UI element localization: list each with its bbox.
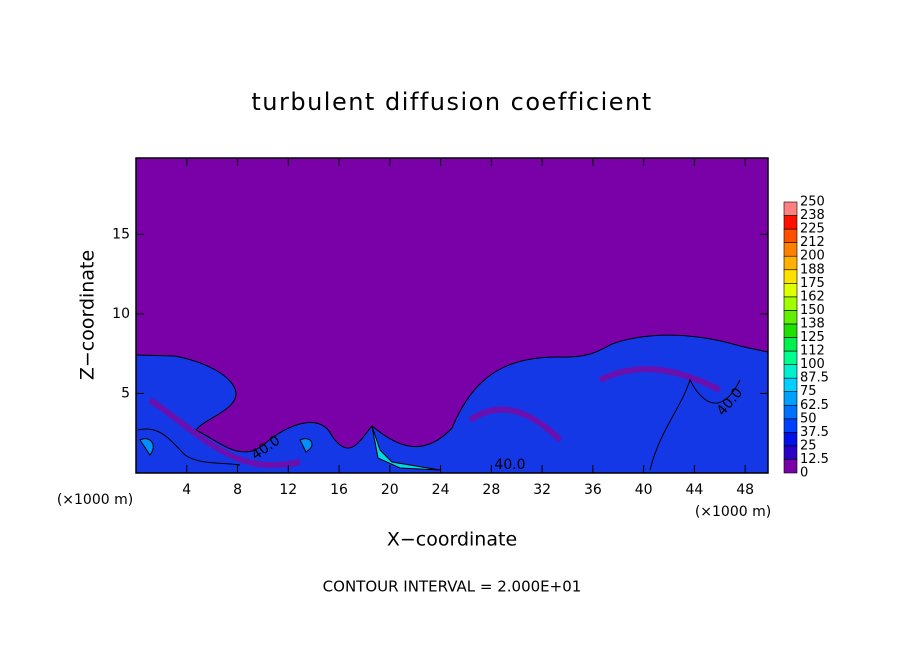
colorbar-label: 50 — [800, 411, 817, 426]
x-tick-label: 36 — [584, 482, 602, 498]
field — [135, 157, 769, 474]
colorbar-band — [783, 282, 798, 298]
x-tick-label: 32 — [533, 482, 551, 498]
colorbar-band — [783, 310, 798, 325]
colorbar-band — [783, 255, 798, 271]
colorbar-band — [783, 242, 798, 257]
y-unit-label: (×1000 m) — [57, 492, 133, 508]
colorbar-band — [783, 364, 798, 379]
colorbar-label: 138 — [800, 316, 825, 331]
colorbar-label: 250 — [800, 195, 825, 210]
colorbar-label: 62.5 — [800, 398, 829, 413]
colorbar-label: 87.5 — [800, 371, 829, 386]
x-unit-label: (×1000 m) — [695, 504, 771, 520]
y-axis-label: Z−coordinate — [77, 250, 99, 380]
colorbar-band — [783, 445, 798, 460]
colorbar-label: 238 — [800, 208, 825, 223]
y-tick-label: 10 — [112, 306, 130, 322]
colorbar-label: 37.5 — [800, 425, 829, 440]
field-streak — [148, 366, 722, 469]
colorbar-band — [783, 432, 798, 447]
contour-line — [137, 378, 741, 471]
colorbar-band — [783, 350, 798, 365]
x-tick-label: 24 — [432, 482, 450, 498]
colorbar-label: 200 — [800, 249, 825, 264]
colorbar-label: 225 — [800, 222, 825, 237]
colorbar-label: 162 — [800, 289, 825, 304]
x-tick-label: 4 — [182, 482, 191, 498]
colorbar-band — [783, 459, 798, 474]
footer: CONTOUR INTERVAL = 2.000E+01 — [323, 578, 582, 596]
x-tick-label: 12 — [279, 482, 297, 498]
colorbar-label: 0 — [800, 466, 808, 481]
colorbar-label: 150 — [800, 303, 825, 318]
colorbar-label: 25 — [800, 438, 817, 453]
colorbar-band — [783, 228, 798, 243]
colorbar-label: 100 — [800, 357, 825, 372]
colorbar-label: 12.5 — [800, 452, 829, 467]
plot-frame — [135, 157, 769, 474]
x-tick-label: 44 — [685, 482, 703, 498]
x-tick-label: 48 — [736, 482, 754, 498]
colorbar-band — [783, 269, 798, 284]
colorbar-label: 188 — [800, 262, 825, 277]
x-axis-label: X−coordinate — [387, 529, 517, 551]
colorbar-label: 75 — [800, 384, 817, 399]
x-tick-label: 8 — [233, 482, 242, 498]
colorbar-band — [783, 296, 798, 311]
colorbar-label: 112 — [800, 344, 825, 359]
x-tick-label: 40 — [635, 482, 653, 498]
colorbar-band — [783, 377, 798, 392]
y-tick-label: 15 — [112, 226, 130, 242]
colorbar-band — [783, 418, 798, 433]
x-tick-label: 20 — [381, 482, 399, 498]
field-patch — [139, 438, 313, 456]
y-tick-label: 5 — [121, 385, 130, 401]
chart-title: turbulent diffusion coefficient — [251, 88, 652, 116]
colorbar-band — [783, 323, 798, 338]
contour-label: 40.0 — [494, 457, 525, 473]
x-tick-label: 28 — [482, 482, 500, 498]
field-peak — [371, 425, 441, 471]
colorbar-label: 125 — [800, 330, 825, 345]
colorbar-band — [783, 201, 798, 216]
colorbar-label: 175 — [800, 276, 825, 291]
colorbar-band — [783, 337, 798, 352]
colorbar-band — [783, 404, 798, 420]
colorbar-band — [783, 215, 798, 230]
x-tick-label: 16 — [330, 482, 348, 498]
colorbar-label: 212 — [800, 235, 825, 250]
colorbar-band — [783, 391, 798, 406]
